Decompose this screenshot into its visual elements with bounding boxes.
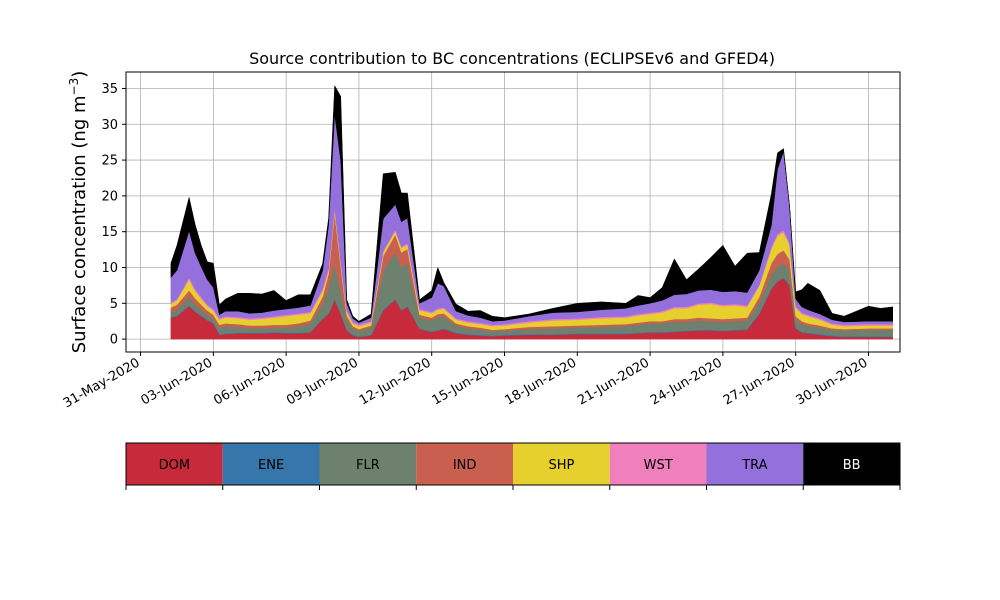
x-tick-label: 12-Jun-2020 xyxy=(357,355,434,408)
x-tick-label: 21-Jun-2020 xyxy=(575,355,652,408)
x-tick-label: 03-Jun-2020 xyxy=(139,355,216,408)
y-tick-label: 20 xyxy=(101,189,118,204)
legend-swatch-ind xyxy=(416,443,513,485)
y-tick-label: 10 xyxy=(101,261,118,276)
area-bb xyxy=(170,84,893,323)
legend-label-wst: WST xyxy=(644,458,673,473)
y-tick-label: 30 xyxy=(101,118,118,133)
x-tick-label: 30-Jun-2020 xyxy=(794,355,871,408)
y-axis-label-suffix: ) xyxy=(69,71,90,78)
x-tick-label: 18-Jun-2020 xyxy=(502,355,579,408)
legend-swatch-shp xyxy=(513,443,610,485)
y-tick-label: 0 xyxy=(110,333,118,348)
grid xyxy=(126,72,900,352)
x-tick-label: 27-Jun-2020 xyxy=(721,355,798,408)
x-tick-label: 24-Jun-2020 xyxy=(648,355,725,408)
x-tick-label: 06-Jun-2020 xyxy=(211,355,288,408)
x-tick-label: 15-Jun-2020 xyxy=(430,355,507,408)
y-tick-label: 35 xyxy=(101,82,118,97)
legend-label-bb: BB xyxy=(843,458,861,473)
legend-swatch-dom xyxy=(126,443,223,485)
legend-label-tra: TRA xyxy=(741,458,767,473)
y-tick-label: 15 xyxy=(101,225,118,240)
legend-swatch-tra xyxy=(706,443,804,485)
legend-label-ene: ENE xyxy=(258,458,284,473)
legend-swatch-flr xyxy=(319,443,417,485)
y-axis-label: Surface concentration (ng m−3) xyxy=(67,71,90,354)
x-tick-label: 09-Jun-2020 xyxy=(284,355,361,408)
y-tick-label: 5 xyxy=(110,297,118,312)
y-axis-label-main: Surface concentration (ng m xyxy=(69,95,90,353)
legend-label-dom: DOM xyxy=(159,458,190,473)
legend-colorbar: DOM ENE FLR IND SHP WST TRA BB xyxy=(125,442,901,490)
x-tick-label: 31-May-2020 xyxy=(61,355,143,411)
y-axis: 0 5 10 15 20 25 30 35 xyxy=(101,82,126,348)
legend-swatch-bb xyxy=(803,443,900,485)
plot-frame xyxy=(125,71,901,353)
legend-swatch-wst xyxy=(609,443,707,485)
legend-label-flr: FLR xyxy=(356,458,380,473)
legend-swatch-ene xyxy=(222,443,320,485)
y-tick-label: 25 xyxy=(101,154,118,169)
legend-label-shp: SHP xyxy=(548,458,574,473)
x-axis: 31-May-202003-Jun-202006-Jun-202009-Jun-… xyxy=(61,352,871,411)
legend-label-ind: IND xyxy=(453,458,477,473)
area-series xyxy=(170,84,893,340)
y-axis-label-exponent: −3 xyxy=(67,78,81,96)
chart-title: Source contribution to BC concentrations… xyxy=(249,49,775,68)
